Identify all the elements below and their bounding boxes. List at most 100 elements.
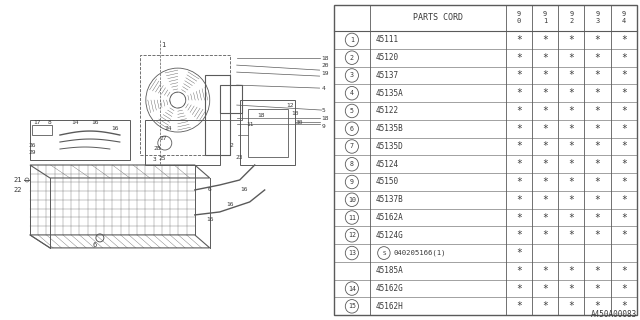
Text: 29: 29 [28, 149, 36, 155]
Text: *: * [621, 70, 627, 80]
Text: 2: 2 [350, 55, 354, 61]
Text: 45124: 45124 [376, 160, 399, 169]
Text: 16: 16 [91, 120, 99, 124]
Text: 10: 10 [348, 197, 356, 203]
Text: 12: 12 [286, 103, 293, 108]
Text: 25: 25 [158, 156, 166, 161]
Text: *: * [568, 266, 574, 276]
Text: 45162A: 45162A [376, 213, 404, 222]
Bar [248, 109, 287, 157]
Text: 45124G: 45124G [376, 231, 404, 240]
Text: 8: 8 [48, 120, 52, 124]
Text: 45135D: 45135D [376, 142, 404, 151]
Text: 10: 10 [291, 110, 298, 116]
Text: 45122: 45122 [376, 107, 399, 116]
Text: 6: 6 [350, 126, 354, 132]
Text: *: * [595, 301, 600, 311]
Text: *: * [568, 35, 574, 45]
Text: 15: 15 [348, 303, 356, 309]
Text: *: * [595, 266, 600, 276]
Text: *: * [621, 177, 627, 187]
Bar [220, 113, 242, 120]
Text: *: * [542, 35, 548, 45]
Text: 16: 16 [111, 125, 118, 131]
Text: *: * [516, 35, 522, 45]
Text: *: * [516, 124, 522, 134]
Text: *: * [595, 70, 600, 80]
Text: *: * [542, 88, 548, 98]
Text: *: * [568, 106, 574, 116]
Text: 2: 2 [230, 142, 234, 148]
Text: 45150: 45150 [376, 178, 399, 187]
Text: *: * [516, 230, 522, 240]
Text: 45135B: 45135B [376, 124, 404, 133]
Text: *: * [516, 195, 522, 205]
Text: 9: 9 [350, 179, 354, 185]
Text: 8: 8 [350, 161, 354, 167]
Text: *: * [568, 141, 574, 151]
Text: *: * [516, 177, 522, 187]
Text: 16: 16 [240, 188, 248, 192]
Text: 18: 18 [322, 116, 329, 121]
Text: 5: 5 [350, 108, 354, 114]
Text: 18: 18 [322, 56, 329, 60]
Text: 27: 27 [159, 136, 166, 140]
Text: 22: 22 [13, 187, 22, 193]
Text: *: * [595, 88, 600, 98]
Text: *: * [542, 124, 548, 134]
Text: *: * [542, 195, 548, 205]
Text: 6: 6 [93, 242, 97, 248]
Text: 14: 14 [348, 285, 356, 292]
Text: 4: 4 [350, 90, 354, 96]
Text: *: * [621, 284, 627, 293]
Text: 19: 19 [322, 71, 329, 76]
Text: *: * [542, 106, 548, 116]
Text: 16: 16 [226, 203, 234, 207]
Text: *: * [542, 230, 548, 240]
Text: *: * [568, 212, 574, 222]
Text: *: * [568, 53, 574, 63]
Text: *: * [595, 212, 600, 222]
Text: *: * [568, 230, 574, 240]
Text: *: * [542, 70, 548, 80]
Text: *: * [595, 106, 600, 116]
Text: *: * [568, 284, 574, 293]
Text: 9
2: 9 2 [569, 12, 573, 24]
Text: 11: 11 [348, 214, 356, 220]
Text: *: * [595, 53, 600, 63]
Text: *: * [621, 195, 627, 205]
Text: 9
1: 9 1 [543, 12, 547, 24]
Text: *: * [621, 141, 627, 151]
Text: *: * [595, 141, 600, 151]
Text: PARTS CORD: PARTS CORD [413, 13, 463, 22]
Text: *: * [595, 159, 600, 169]
Text: *: * [621, 301, 627, 311]
Text: *: * [516, 248, 522, 258]
Text: *: * [516, 70, 522, 80]
Text: *: * [621, 106, 627, 116]
Text: *: * [595, 124, 600, 134]
Text: *: * [542, 177, 548, 187]
Text: *: * [542, 53, 548, 63]
Text: 17: 17 [33, 120, 41, 124]
Text: *: * [595, 195, 600, 205]
Text: 14: 14 [71, 120, 79, 124]
Text: 4: 4 [322, 85, 325, 91]
Text: *: * [516, 141, 522, 151]
Text: *: * [568, 177, 574, 187]
Text: 16: 16 [206, 217, 214, 222]
Text: *: * [542, 301, 548, 311]
Text: *: * [568, 301, 574, 311]
Text: 20: 20 [322, 63, 329, 68]
Bar [32, 125, 52, 135]
Bar [220, 85, 242, 113]
Text: 28: 28 [153, 146, 161, 150]
Text: 18: 18 [257, 113, 264, 117]
Text: *: * [595, 230, 600, 240]
Text: *: * [516, 284, 522, 293]
Text: S: S [382, 251, 386, 256]
Text: 3: 3 [350, 72, 354, 78]
Text: *: * [516, 212, 522, 222]
Text: *: * [542, 284, 548, 293]
Text: 23: 23 [236, 155, 243, 159]
